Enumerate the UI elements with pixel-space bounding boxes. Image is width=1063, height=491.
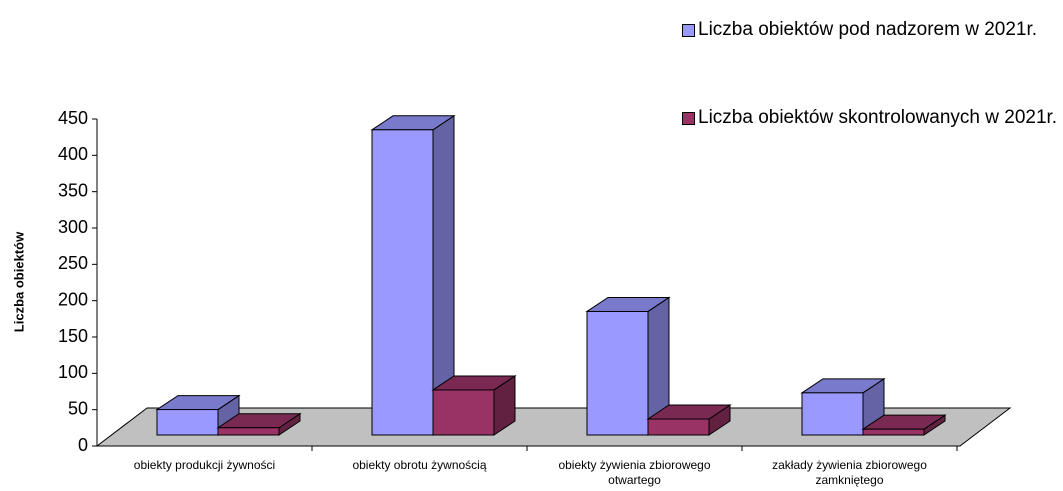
legend-swatch [682, 24, 695, 37]
y-tick-label: 450 [58, 108, 88, 128]
x-tick-label: obiekty żywienia zbiorowego otwartego [558, 458, 711, 487]
y-tick-label: 350 [58, 180, 88, 200]
y-tick-label: 50 [68, 398, 88, 418]
y-tick-label: 250 [58, 253, 88, 273]
legend-label: Liczba obiektów skontrolowanych w 2021r. [698, 107, 1058, 128]
bar [862, 428, 925, 436]
legend-swatch [682, 112, 695, 125]
y-axis-label: Liczba obiektów [11, 231, 26, 332]
y-tick-label: 0 [78, 435, 88, 455]
bar [217, 427, 280, 436]
x-tick-label: obiekty produkcji żywności [133, 458, 276, 472]
y-tick-label: 300 [58, 217, 88, 237]
bar [432, 389, 495, 436]
bar [586, 310, 649, 436]
x-tick-label: zakłady żywienia zbiorowego zamkniętego [772, 458, 927, 487]
bar [801, 392, 864, 436]
x-tick-label: obiekty obrotu żywnością [352, 458, 487, 472]
bar [156, 409, 219, 436]
y-tick-label: 200 [58, 289, 88, 309]
y-tick-label: 400 [58, 144, 88, 164]
bar [371, 129, 434, 436]
legend-label: Liczba obiektów pod nadzorem w 2021r. [698, 19, 1038, 40]
bar [647, 418, 710, 436]
y-tick-label: 150 [58, 326, 88, 346]
y-tick-label: 100 [58, 362, 88, 382]
